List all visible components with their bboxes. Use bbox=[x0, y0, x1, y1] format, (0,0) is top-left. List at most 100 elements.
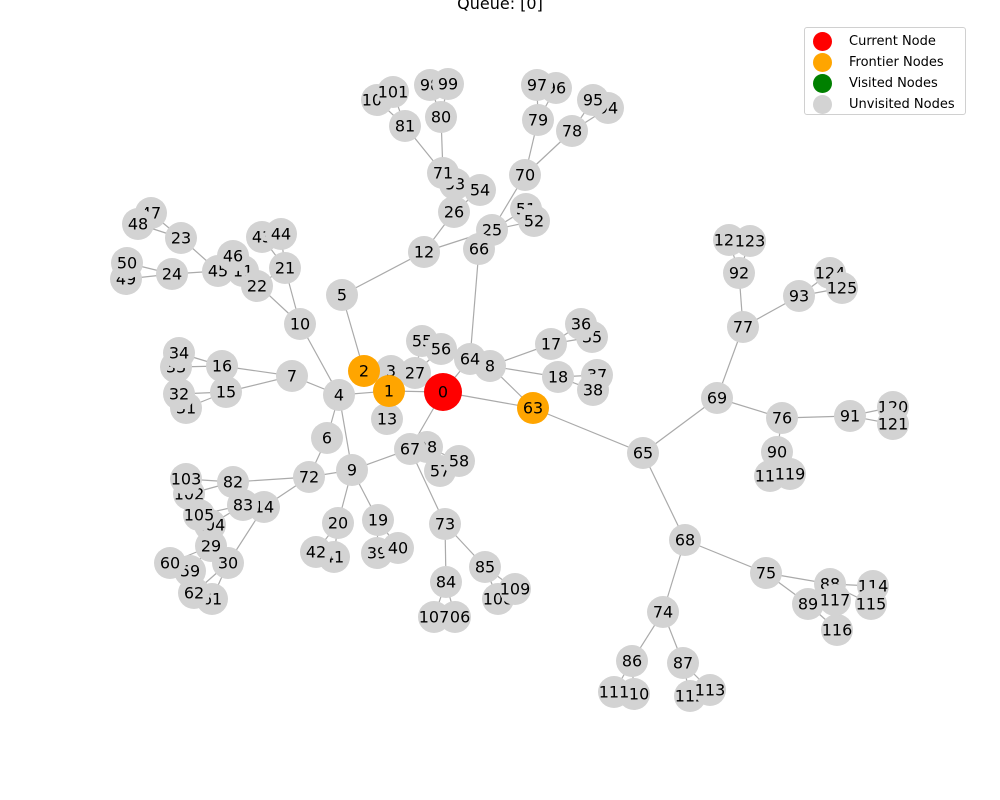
unvisited-node-119: 119 bbox=[774, 458, 806, 490]
unvisited-node-64: 64 bbox=[454, 343, 486, 375]
unvisited-node-54: 54 bbox=[464, 174, 496, 206]
node-label: 80 bbox=[431, 108, 451, 127]
current-node-0: 0 bbox=[424, 373, 462, 411]
node-label: 1 bbox=[384, 382, 394, 401]
node-circle bbox=[556, 115, 588, 147]
node-label: 12 bbox=[414, 243, 434, 262]
node-circle bbox=[210, 376, 242, 408]
node-circle bbox=[701, 382, 733, 414]
unvisited-node-40: 40 bbox=[382, 532, 414, 564]
legend-label: Unvisited Nodes bbox=[849, 97, 955, 112]
node-label: 121 bbox=[878, 415, 909, 434]
node-circle bbox=[323, 379, 355, 411]
node-label: 19 bbox=[368, 511, 388, 530]
node-label: 36 bbox=[571, 315, 591, 334]
frontier-node-63: 63 bbox=[517, 392, 549, 424]
unvisited-node-107: 107 bbox=[418, 601, 450, 633]
node-circle bbox=[734, 225, 766, 257]
node-label: 92 bbox=[729, 264, 749, 283]
legend-label: Current Node bbox=[849, 34, 936, 49]
unvisited-node-23: 23 bbox=[165, 222, 197, 254]
node-label: 85 bbox=[475, 558, 495, 577]
unvisited-node-52: 52 bbox=[518, 205, 550, 237]
node-label: 113 bbox=[695, 681, 726, 700]
node-circle bbox=[647, 596, 679, 628]
frontier-node-marker bbox=[813, 53, 832, 72]
unvisited-node-7: 7 bbox=[276, 360, 308, 392]
node-circle bbox=[183, 499, 215, 531]
node-label: 62 bbox=[184, 584, 204, 603]
node-label: 109 bbox=[500, 580, 531, 599]
node-circle bbox=[521, 69, 553, 101]
node-circle bbox=[122, 208, 154, 240]
edge-65-68 bbox=[642, 452, 686, 541]
unvisited-node-68: 68 bbox=[669, 524, 701, 556]
node-label: 77 bbox=[733, 318, 753, 337]
unvisited-node-44: 44 bbox=[265, 218, 297, 250]
node-label: 73 bbox=[435, 515, 455, 534]
node-label: 116 bbox=[822, 621, 853, 640]
unvisited-node-92: 92 bbox=[723, 257, 755, 289]
node-circle bbox=[667, 647, 699, 679]
node-label: 70 bbox=[515, 166, 535, 185]
unvisited-node-93: 93 bbox=[783, 280, 815, 312]
unvisited-node-marker bbox=[813, 95, 832, 114]
node-label: 52 bbox=[524, 212, 544, 231]
node-circle bbox=[565, 308, 597, 340]
unvisited-node-125: 125 bbox=[826, 272, 858, 304]
node-circle bbox=[877, 408, 909, 440]
node-label: 68 bbox=[675, 531, 695, 550]
node-circle bbox=[217, 240, 249, 272]
node-label: 84 bbox=[436, 573, 456, 592]
node-label: 115 bbox=[856, 595, 887, 614]
node-circle bbox=[300, 536, 332, 568]
node-label: 79 bbox=[528, 111, 548, 130]
unvisited-node-10: 10 bbox=[284, 308, 316, 340]
node-circle bbox=[348, 355, 380, 387]
unvisited-node-12: 12 bbox=[408, 236, 440, 268]
unvisited-node-113: 113 bbox=[694, 674, 726, 706]
unvisited-node-5: 5 bbox=[326, 279, 358, 311]
node-label: 72 bbox=[299, 468, 319, 487]
node-label: 21 bbox=[275, 259, 295, 278]
unvisited-node-22: 22 bbox=[241, 270, 273, 302]
node-circle bbox=[598, 676, 630, 708]
node-circle bbox=[389, 110, 421, 142]
unvisited-node-66: 66 bbox=[463, 233, 495, 265]
unvisited-node-24: 24 bbox=[156, 258, 188, 290]
legend-item-frontier: Frontier Nodes bbox=[813, 52, 965, 73]
node-circle bbox=[371, 403, 403, 435]
unvisited-node-62: 62 bbox=[178, 577, 210, 609]
node-circle bbox=[276, 360, 308, 392]
unvisited-node-56: 56 bbox=[425, 333, 457, 365]
unvisited-node-26: 26 bbox=[438, 196, 470, 228]
node-label: 29 bbox=[201, 537, 221, 556]
node-label: 50 bbox=[117, 254, 137, 273]
current-node-marker bbox=[813, 32, 832, 51]
node-label: 9 bbox=[347, 461, 357, 480]
node-label: 18 bbox=[548, 368, 568, 387]
node-circle bbox=[819, 584, 851, 616]
unvisited-node-42: 42 bbox=[300, 536, 332, 568]
node-label: 105 bbox=[184, 506, 215, 525]
node-circle bbox=[774, 458, 806, 490]
node-circle bbox=[163, 378, 195, 410]
legend-item-visited: Visited Nodes bbox=[813, 73, 965, 94]
legend: Current Node Frontier Nodes Visited Node… bbox=[804, 27, 966, 115]
node-label: 0 bbox=[438, 383, 448, 402]
node-label: 8 bbox=[485, 357, 495, 376]
node-circle bbox=[834, 400, 866, 432]
node-label: 91 bbox=[840, 407, 860, 426]
node-label: 97 bbox=[527, 76, 547, 95]
node-label: 24 bbox=[162, 265, 182, 284]
legend-label: Visited Nodes bbox=[849, 76, 938, 91]
unvisited-node-16: 16 bbox=[206, 350, 238, 382]
node-circle bbox=[463, 233, 495, 265]
unvisited-node-58: 58 bbox=[443, 445, 475, 477]
unvisited-node-86: 86 bbox=[616, 645, 648, 677]
legend-label: Frontier Nodes bbox=[849, 55, 944, 70]
unvisited-node-89: 89 bbox=[792, 588, 824, 620]
node-label: 42 bbox=[306, 543, 326, 562]
node-label: 34 bbox=[169, 344, 189, 363]
node-circle bbox=[425, 101, 457, 133]
